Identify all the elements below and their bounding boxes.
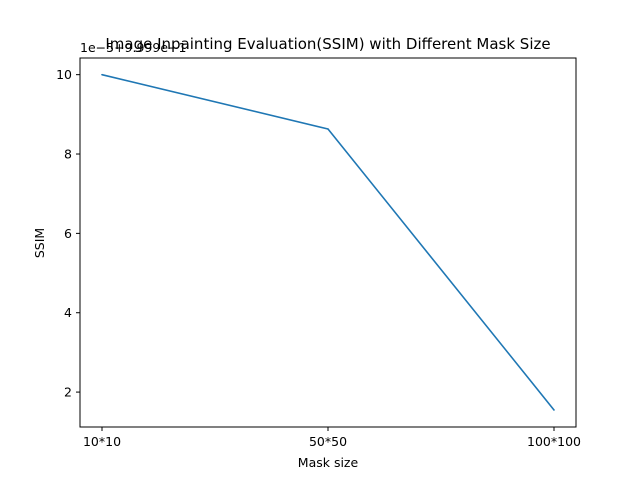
- y-axis: 2 4 6 8 10: [56, 67, 80, 400]
- y-tick-label: 2: [64, 385, 72, 400]
- x-tick-label: 10*10: [83, 434, 121, 449]
- axis-offset-text: 1e−5+9.999e−1: [80, 40, 186, 55]
- x-axis-label: Mask size: [298, 455, 359, 470]
- x-tick-label: 50*50: [309, 434, 347, 449]
- y-tick-label: 4: [64, 305, 72, 320]
- data-point: [553, 409, 555, 411]
- x-axis: 10*10 50*50 100*100: [83, 427, 581, 449]
- y-axis-label: SSIM: [32, 228, 47, 258]
- plot-frame: [79, 57, 577, 428]
- chart-title: Image Inpainting Evaluation(SSIM) with D…: [105, 35, 550, 53]
- data-point: [101, 73, 103, 76]
- y-tick-label: 10: [56, 67, 72, 82]
- y-tick-label: 8: [64, 147, 72, 162]
- series-group: [101, 73, 555, 411]
- y-tick-label: 6: [64, 226, 72, 241]
- data-point: [327, 128, 329, 130]
- x-tick-label: 100*100: [527, 434, 581, 449]
- plot-background: [80, 58, 576, 427]
